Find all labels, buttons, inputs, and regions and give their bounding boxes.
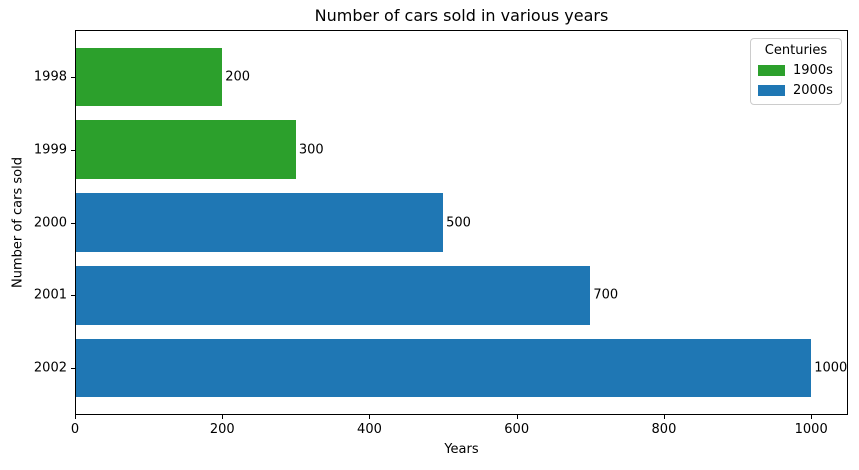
value-label-1998: 200 [225, 69, 251, 85]
legend-entries: 1900s 2000s [758, 63, 834, 98]
bar-2001 [76, 266, 591, 325]
legend-swatch-1900s [758, 65, 785, 76]
legend-entry-2000s: 2000s [758, 83, 834, 98]
value-label-2001: 700 [593, 287, 619, 303]
value-label-2000: 500 [446, 215, 471, 230]
legend-label-1900s: 1900s [793, 63, 833, 78]
x-tick-mark [663, 415, 665, 419]
chart-title: Number of cars sold in various years [314, 6, 609, 25]
bar-2002 [76, 339, 812, 398]
x-tick-label-800: 800 [651, 422, 677, 437]
y-tick-label-1999: 1999 [33, 142, 67, 158]
x-tick-mark [369, 415, 371, 419]
x-tick-mark [75, 415, 76, 419]
y-tick-label-2001: 2001 [33, 287, 67, 303]
x-tick-label-600: 600 [504, 422, 530, 437]
bar-2000 [76, 193, 444, 252]
y-tick-mark [71, 295, 75, 297]
y-tick-mark [71, 222, 75, 224]
x-tick-label-1000: 1000 [794, 422, 828, 437]
y-tick-mark [71, 76, 75, 78]
y-tick-label-1998: 1998 [33, 69, 67, 85]
y-tick-label-2000: 2000 [33, 215, 67, 230]
y-tick-mark [71, 149, 75, 151]
y-axis-label: Number of cars sold [10, 157, 26, 288]
y-tick-label-2002: 2002 [33, 360, 67, 376]
legend-entry-1900s: 1900s [758, 63, 834, 78]
legend-label-2000s: 2000s [793, 83, 833, 98]
x-tick-label-400: 400 [357, 422, 382, 437]
x-tick-mark [222, 415, 224, 419]
x-tick-label-200: 200 [209, 422, 235, 437]
bar-1998 [76, 47, 223, 106]
value-label-2002: 1000 [814, 360, 848, 376]
y-tick-mark [71, 368, 75, 370]
x-axis-label: Years [444, 442, 479, 457]
legend: Centuries 1900s 2000s [750, 38, 842, 105]
legend-title: Centuries [764, 43, 828, 58]
x-tick-mark [811, 415, 813, 419]
legend-swatch-2000s [758, 85, 785, 96]
bar-1999 [76, 120, 296, 179]
value-label-1999: 300 [298, 142, 324, 158]
x-tick-label-0: 0 [70, 422, 80, 437]
x-tick-mark [516, 415, 518, 419]
